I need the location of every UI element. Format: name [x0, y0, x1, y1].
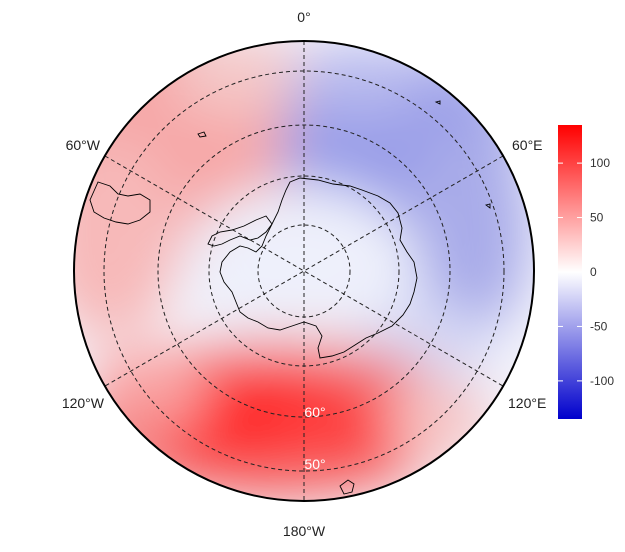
- colorbar-tick-label: 0: [590, 265, 597, 279]
- small-island-e: [484, 203, 491, 209]
- colorbar-ticks: 100 50 0 -50 -100: [558, 156, 614, 388]
- antarctic-peninsula: [207, 215, 273, 247]
- colorbar-tick-label: -50: [590, 319, 608, 333]
- colorbar: 100 50 0 -50 -100: [558, 125, 614, 419]
- south-georgia: [197, 131, 207, 138]
- colorbar-tick-label: 50: [590, 211, 604, 225]
- small-island-ne: [434, 100, 441, 105]
- lon-label-top: 0°: [297, 9, 310, 25]
- south-america-tip: [89, 181, 151, 225]
- coastlines: [89, 100, 491, 495]
- map-boundary: [73, 40, 535, 502]
- new-zealand-south: [339, 479, 355, 495]
- lat-circle-50: [103, 70, 505, 472]
- lat-label-50: 50°: [304, 456, 325, 472]
- colorbar-tick-label: 100: [590, 156, 610, 170]
- lon-label-bottom: 180°W: [283, 523, 326, 539]
- lon-label-upper-right: 60°E: [512, 137, 543, 153]
- colorbar-tick-label: -100: [590, 374, 614, 388]
- lon-label-lower-right: 120°E: [508, 395, 546, 411]
- graticule: [103, 41, 505, 501]
- lon-label-upper-left: 60°W: [66, 137, 101, 153]
- lon-label-lower-left: 120°W: [62, 395, 105, 411]
- antarctica-coastline: [219, 177, 418, 359]
- lat-label-60: 60°: [304, 404, 325, 420]
